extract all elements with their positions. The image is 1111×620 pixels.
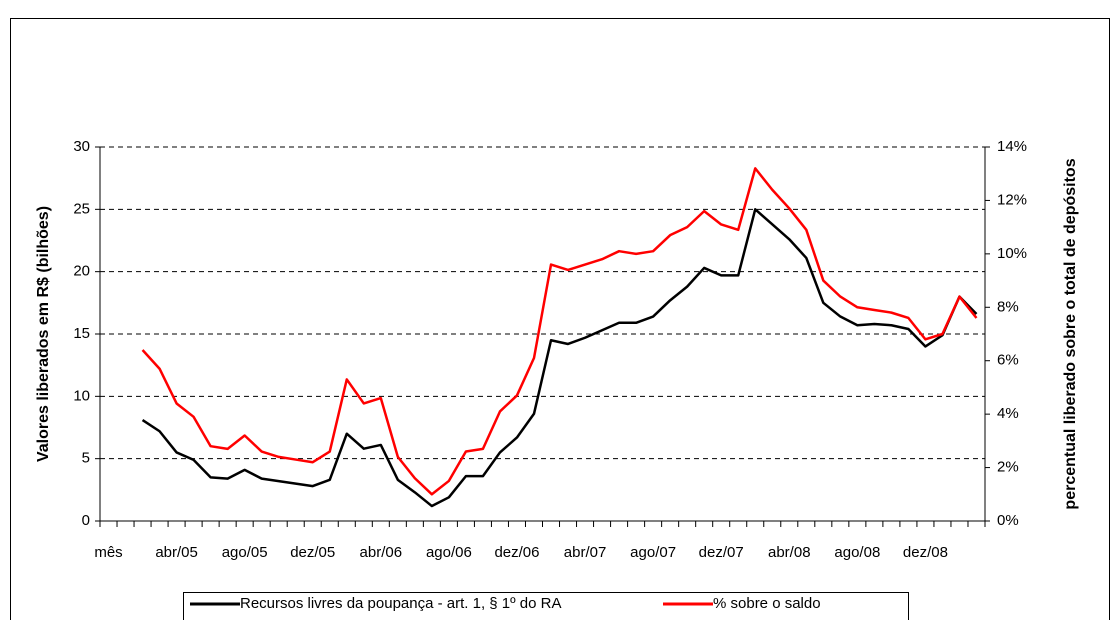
x-tick-label: dez/05	[290, 544, 335, 561]
y2-tick-label: 10%	[997, 245, 1027, 262]
y2-tick-label: 2%	[997, 459, 1019, 476]
series-line	[141, 167, 978, 496]
y2-tick-label: 14%	[997, 138, 1027, 155]
y-tick-label: 0	[82, 512, 90, 529]
chart-border	[10, 18, 1110, 620]
y2-tick-label: 0%	[997, 512, 1019, 529]
series-line	[141, 208, 978, 508]
x-tick-label: ago/07	[630, 544, 676, 561]
x-tick-label: abr/06	[360, 544, 403, 561]
x-tick-label: abr/07	[564, 544, 607, 561]
y2-tick-label: 6%	[997, 352, 1019, 369]
x-tick-label: ago/06	[426, 544, 472, 561]
y-tick-label: 15	[73, 325, 90, 342]
x-tick-label: dez/06	[494, 544, 539, 561]
x-tick-label: dez/07	[699, 544, 744, 561]
y2-axis-title: percentual liberado sobre o total de dep…	[1062, 158, 1079, 509]
y-tick-label: 30	[73, 138, 90, 155]
y2-tick-label: 4%	[997, 405, 1019, 422]
y-axis-title: Valores liberados em R$ (bilhões)	[35, 206, 52, 462]
x-tick-label: abr/05	[155, 544, 198, 561]
legend-label: Recursos livres da poupança - art. 1, § …	[240, 595, 561, 612]
y2-tick-label: 12%	[997, 191, 1027, 208]
y-tick-label: 25	[73, 200, 90, 217]
y-tick-label: 5	[82, 450, 90, 467]
y-tick-label: 10	[73, 387, 90, 404]
y-tick-label: 20	[73, 263, 90, 280]
x-tick-label: ago/05	[222, 544, 268, 561]
y2-tick-label: 8%	[997, 298, 1019, 315]
legend-label: % sobre o saldo	[713, 595, 821, 612]
x-tick-label: ago/08	[834, 544, 880, 561]
x-tick-label: mês	[94, 544, 122, 561]
legend	[183, 592, 909, 620]
x-tick-label: abr/08	[768, 544, 811, 561]
x-tick-label: dez/08	[903, 544, 948, 561]
